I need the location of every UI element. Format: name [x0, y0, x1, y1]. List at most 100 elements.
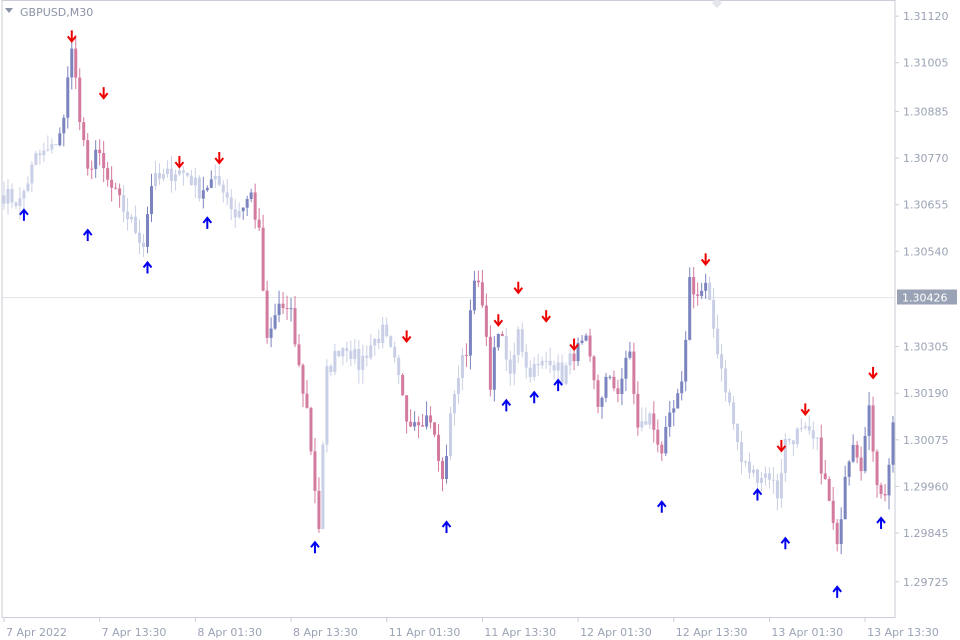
candles-layer — [2, 34, 895, 555]
candle — [612, 370, 616, 392]
y-tick: 1.30885 — [895, 105, 949, 118]
candle — [504, 327, 508, 372]
y-tick-label: 1.29960 — [903, 480, 949, 493]
candle — [229, 189, 233, 221]
candle — [568, 348, 572, 375]
arrow-up-icon — [19, 208, 29, 221]
candle — [317, 477, 321, 533]
candle — [357, 340, 361, 384]
candle — [680, 371, 684, 401]
candle — [409, 409, 413, 428]
candle — [197, 175, 201, 202]
candle — [265, 280, 269, 344]
y-tick: 1.29725 — [895, 576, 949, 589]
candle — [313, 437, 317, 504]
candle — [361, 344, 365, 384]
x-tick: 12 Apr 01:30 — [577, 618, 652, 639]
candle — [620, 368, 624, 406]
candle — [217, 165, 221, 187]
candle — [708, 276, 712, 301]
candle — [648, 411, 652, 429]
candle — [544, 352, 548, 369]
candle — [532, 356, 536, 381]
current-price-badge: 1.30426 — [897, 289, 957, 305]
candle — [50, 138, 54, 154]
arrow-up-icon — [142, 260, 153, 274]
y-tick-label: 1.30075 — [903, 434, 949, 447]
candle — [333, 344, 337, 376]
candle — [161, 168, 165, 182]
candle — [815, 437, 819, 451]
candle — [484, 293, 488, 347]
candle — [22, 188, 26, 212]
arrow-down-icon — [66, 30, 77, 43]
scroll-marker-icon[interactable] — [712, 0, 722, 8]
candle — [839, 507, 843, 555]
candle — [74, 34, 78, 89]
candle — [173, 169, 177, 191]
candle — [807, 415, 811, 435]
candle — [588, 328, 592, 362]
arrow-up-icon — [310, 540, 320, 554]
arrow-down-icon — [513, 281, 524, 295]
candle — [887, 458, 891, 510]
chart-menu-triangle-icon[interactable] — [5, 8, 13, 13]
candle — [130, 213, 134, 223]
candle — [102, 141, 106, 183]
candle — [337, 350, 341, 357]
candle — [851, 434, 855, 463]
candle — [26, 176, 30, 193]
candle — [261, 214, 265, 292]
candle — [616, 379, 620, 403]
candle — [381, 316, 385, 349]
arrow-up-icon — [553, 378, 563, 392]
x-tick-label: 8 Apr 01:30 — [197, 626, 262, 639]
candle — [385, 317, 389, 338]
candle — [106, 161, 110, 187]
candle — [34, 150, 38, 166]
candle — [843, 465, 847, 520]
candle — [341, 346, 345, 366]
candle — [241, 207, 245, 220]
arrow-up-icon — [501, 398, 512, 412]
candle — [724, 360, 728, 402]
candle — [652, 401, 656, 443]
candle — [433, 421, 437, 438]
candle — [520, 322, 524, 358]
x-tick: 11 Apr 13:30 — [481, 618, 556, 639]
x-tick: 13 Apr 13:30 — [864, 618, 939, 639]
candle — [827, 476, 831, 502]
candle — [429, 406, 433, 429]
candle — [397, 354, 401, 385]
x-tick: 12 Apr 13:30 — [673, 618, 747, 639]
candle — [747, 452, 751, 479]
candle — [500, 331, 504, 337]
candle — [855, 440, 859, 464]
candle — [209, 170, 213, 189]
candle — [413, 411, 417, 431]
arrow-up-icon — [441, 520, 452, 534]
candle — [704, 273, 708, 299]
candle — [460, 347, 464, 391]
candle — [66, 66, 70, 129]
candle — [78, 68, 82, 131]
candle — [736, 423, 740, 451]
candle — [859, 446, 863, 481]
candle — [165, 160, 169, 178]
candle — [891, 416, 895, 473]
y-tick: 1.29960 — [895, 480, 949, 493]
candle — [122, 185, 126, 223]
candle — [700, 282, 704, 300]
candle — [795, 427, 799, 448]
candle — [245, 195, 249, 216]
candle — [632, 342, 636, 405]
candle — [157, 163, 161, 185]
arrow-up-icon — [202, 216, 213, 229]
candle — [580, 335, 584, 345]
y-tick: 1.29845 — [895, 527, 949, 540]
arrow-down-icon — [776, 439, 787, 453]
candle — [153, 160, 157, 190]
current-price-label: 1.30426 — [902, 292, 948, 305]
candle — [516, 326, 520, 363]
